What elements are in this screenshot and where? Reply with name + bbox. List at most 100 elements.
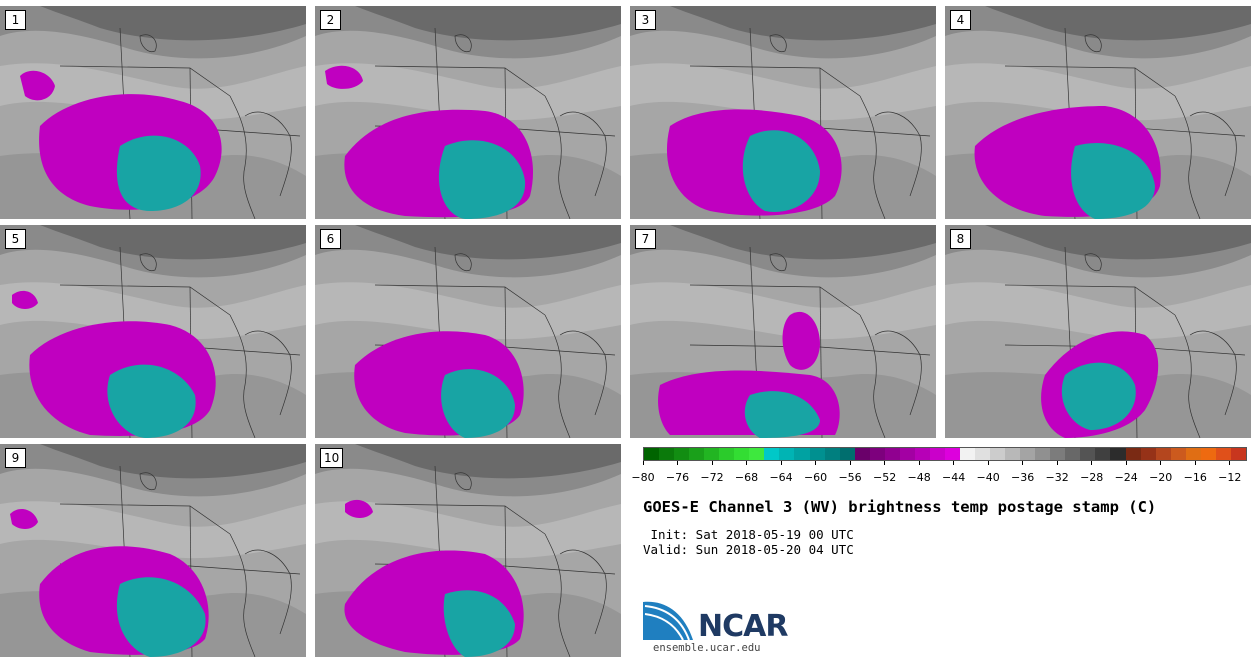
colorbar-swatch xyxy=(914,448,930,460)
colorbar-swatch xyxy=(749,448,765,460)
panel-number: 5 xyxy=(5,229,26,249)
colorbar-swatch xyxy=(1125,448,1141,460)
colorbar-swatch xyxy=(1035,448,1051,460)
colorbar-swatch xyxy=(704,448,720,460)
panel-number: 2 xyxy=(320,10,341,30)
colorbar-swatch xyxy=(1185,448,1201,460)
product-title: GOES-E Channel 3 (WV) brightness temp po… xyxy=(643,498,1157,516)
colorbar-tick-label: −72 xyxy=(700,471,724,484)
ensemble-panel-4: 4 xyxy=(945,6,1251,219)
colorbar-swatch xyxy=(1095,448,1111,460)
colorbar-tick: −64 xyxy=(761,461,801,485)
colorbar-swatch xyxy=(854,448,870,460)
colorbar-swatch xyxy=(929,448,945,460)
ensemble-panel-8: 8 xyxy=(945,225,1251,438)
ncar-logo: NCAR ensemble.ucar.edu xyxy=(643,600,803,656)
colorbar-tick-label: −16 xyxy=(1183,471,1207,484)
colorbar-swatch xyxy=(644,448,660,460)
panel-number: 8 xyxy=(950,229,971,249)
ensemble-panel-2: 2 xyxy=(315,6,621,219)
colorbar-tick: −24 xyxy=(1106,461,1146,485)
panel-number: 3 xyxy=(635,10,656,30)
colorbar-tick: −20 xyxy=(1141,461,1181,485)
colorbar-swatch xyxy=(959,448,976,460)
colorbar-swatch xyxy=(1005,448,1021,460)
ensemble-panel-7: 7 xyxy=(630,225,936,438)
colorbar-tick: −52 xyxy=(865,461,905,485)
colorbar-tick-label: −68 xyxy=(734,471,759,484)
colorbar-swatch xyxy=(809,448,825,460)
colorbar-swatch xyxy=(869,448,885,460)
colorbar-tick-label: −32 xyxy=(1045,471,1069,484)
colorbar-swatch xyxy=(764,448,780,460)
colorbar xyxy=(643,447,1247,461)
colorbar-tick: −80 xyxy=(623,461,663,485)
ensemble-url: ensemble.ucar.edu xyxy=(653,642,761,654)
colorbar-tick: −12 xyxy=(1210,461,1250,485)
ensemble-panel-9: 9 xyxy=(0,444,306,657)
colorbar-tick: −16 xyxy=(1175,461,1215,485)
colorbar-tick-label: −20 xyxy=(1149,471,1173,484)
colorbar-swatch xyxy=(1170,448,1186,460)
colorbar-swatch xyxy=(1200,448,1216,460)
colorbar-tick: −28 xyxy=(1072,461,1112,485)
colorbar-tick: −56 xyxy=(830,461,870,485)
ensemble-panel-5: 5 xyxy=(0,225,306,438)
colorbar-swatch xyxy=(734,448,750,460)
colorbar-swatch xyxy=(719,448,735,460)
colorbar-swatch xyxy=(975,448,991,460)
panel-number: 4 xyxy=(950,10,971,30)
colorbar-tick-label: −24 xyxy=(1114,471,1138,484)
colorbar-swatch xyxy=(659,448,675,460)
colorbar-tick-label: −40 xyxy=(976,471,1000,484)
colorbar-swatch xyxy=(1230,448,1246,460)
colorbar-tick-label: −28 xyxy=(1080,471,1104,484)
colorbar-swatch xyxy=(899,448,915,460)
ncar-wordmark: NCAR xyxy=(698,609,788,644)
colorbar-swatch xyxy=(1110,448,1126,460)
panel-number: 7 xyxy=(635,229,656,249)
colorbar-tick: −40 xyxy=(968,461,1008,485)
colorbar-swatch xyxy=(990,448,1006,460)
colorbar-tick: −48 xyxy=(899,461,939,485)
colorbar-tick-label: −76 xyxy=(665,471,690,484)
ensemble-panel-10: 10 xyxy=(315,444,621,657)
colorbar-swatch xyxy=(674,448,690,460)
colorbar-swatch xyxy=(839,448,855,460)
colorbar-tick: −36 xyxy=(1003,461,1043,485)
ensemble-panel-3: 3 xyxy=(630,6,936,219)
panel-number: 6 xyxy=(320,229,341,249)
init-time: Init: Sat 2018-05-19 00 UTC xyxy=(643,527,854,542)
colorbar-tick: −60 xyxy=(796,461,836,485)
colorbar-swatch xyxy=(1050,448,1066,460)
colorbar-tick-label: −60 xyxy=(803,471,828,484)
colorbar-swatch xyxy=(944,448,960,460)
colorbar-tick-label: −12 xyxy=(1218,471,1242,484)
colorbar-swatch xyxy=(824,448,840,460)
colorbar-swatch xyxy=(1140,448,1156,460)
colorbar-swatch xyxy=(689,448,705,460)
ensemble-panel-6: 6 xyxy=(315,225,621,438)
panel-number: 1 xyxy=(5,10,26,30)
colorbar-swatch xyxy=(1155,448,1171,460)
colorbar-tick: −68 xyxy=(727,461,767,485)
colorbar-swatch xyxy=(794,448,810,460)
colorbar-tick: −76 xyxy=(658,461,698,485)
panel-number: 10 xyxy=(320,448,344,468)
colorbar-swatch xyxy=(1080,448,1096,460)
colorbar-tick-label: −48 xyxy=(907,471,931,484)
panel-number: 9 xyxy=(5,448,26,468)
colorbar-ticks: −80 −76 −72 −68 −64 −60 −56 −52 −48 −44 −40 −36 −32−… xyxy=(631,461,1250,485)
colorbar-tick: −32 xyxy=(1037,461,1077,485)
colorbar-tick-label: −36 xyxy=(1011,471,1035,484)
ncar-swoosh-icon xyxy=(643,601,693,641)
colorbar-tick-label: −52 xyxy=(872,471,897,484)
ensemble-panel-1: 1 xyxy=(0,6,306,219)
colorbar-swatch xyxy=(884,448,900,460)
colorbar-swatch xyxy=(1215,448,1231,460)
colorbar-tick: −44 xyxy=(934,461,974,485)
colorbar-swatch xyxy=(1020,448,1036,460)
colorbar-swatch xyxy=(1065,448,1081,460)
colorbar-tick-label: −80 xyxy=(631,471,655,484)
colorbar-tick-label: −44 xyxy=(942,471,966,484)
